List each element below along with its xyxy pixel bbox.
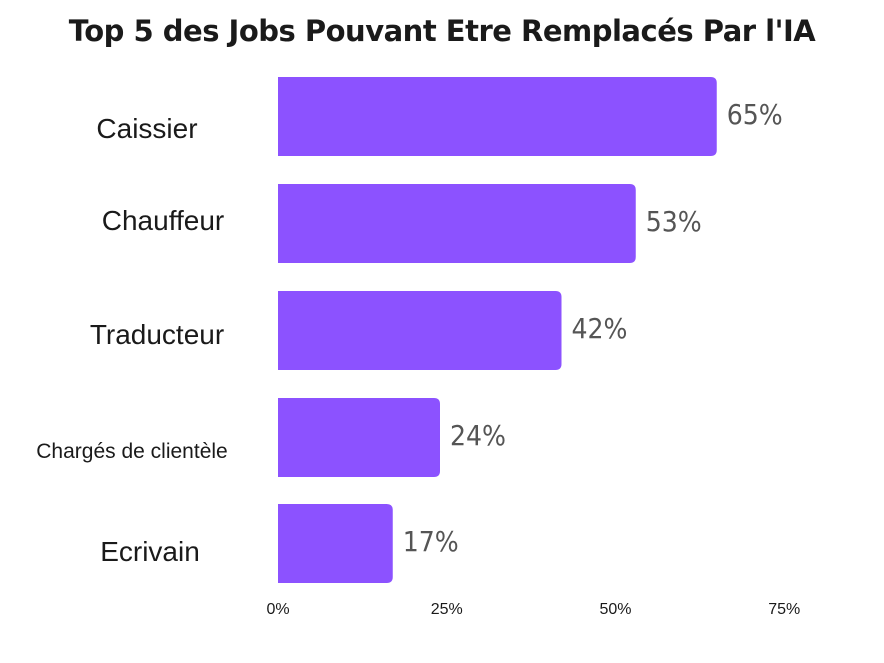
category-label: Traducteur [90,319,224,350]
bar-caissier [278,77,717,156]
bar-chauffeur [278,184,636,263]
bar-traducteur [278,291,562,370]
category-labels: Caissier Chauffeur Traducteur Chargés de cl… [36,113,227,567]
category-label: Chargés de clientèle [36,440,227,463]
x-tick-label: 0% [266,601,289,618]
value-label: 17% [403,525,459,558]
bar-ecrivain [278,504,393,583]
value-label: 65% [727,98,783,131]
value-label: 42% [572,312,628,345]
value-labels: 65% 53% 42% 24% 17% [403,98,783,558]
bar-charg-s-de-client-le [278,398,440,477]
x-tick-label: 50% [599,601,631,618]
chart-title: Top 5 des Jobs Pouvant Etre Remplacés Pa… [68,14,816,48]
category-label: Ecrivain [100,536,200,567]
x-tick-label: 75% [768,601,800,618]
category-label: Chauffeur [102,205,224,236]
category-label: Caissier [96,113,197,144]
bars-group [278,77,717,583]
value-label: 24% [450,419,506,452]
x-tick-label: 25% [431,601,463,618]
value-label: 53% [646,205,702,238]
x-axis-ticks: 0% 25% 50% 75% [266,601,800,618]
